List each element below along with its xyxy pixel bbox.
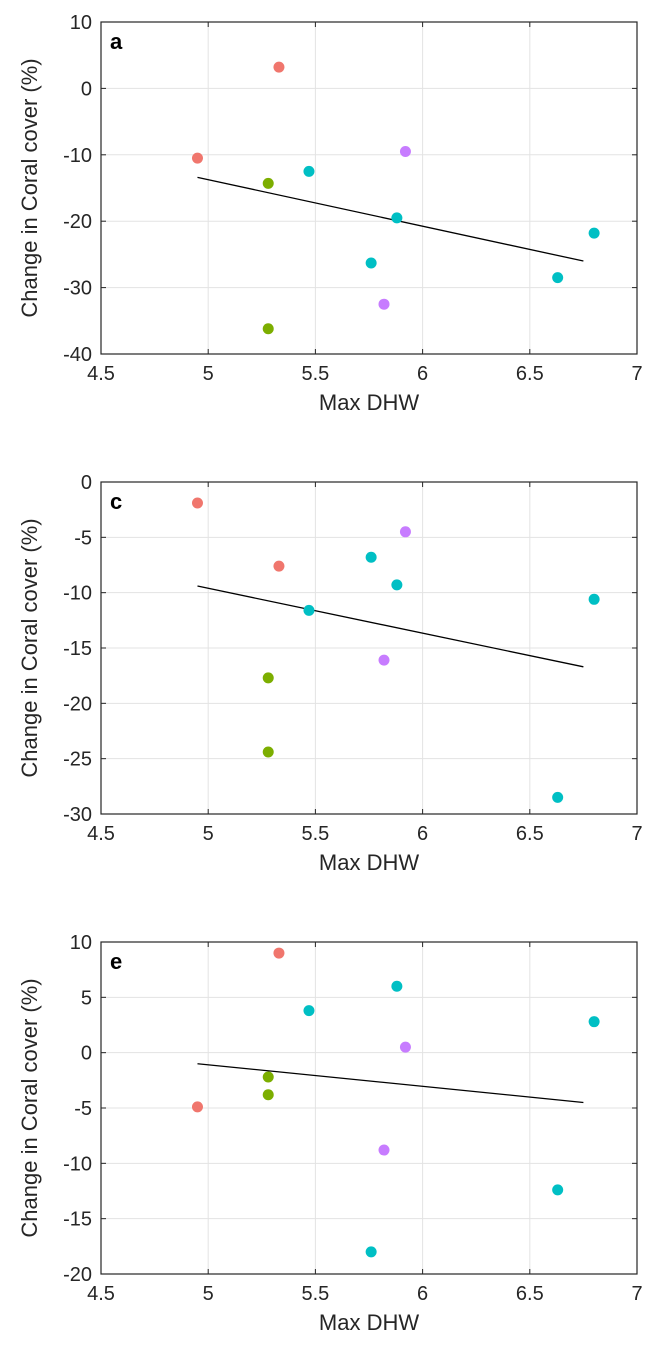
data-point-red — [191, 1101, 203, 1113]
plot-area-frame — [100, 481, 638, 815]
x-axis-label: Max DHW — [319, 390, 419, 415]
y-tick-label: -20 — [63, 211, 92, 233]
data-point-cyan — [303, 1005, 315, 1017]
data-point-cyan — [552, 1184, 564, 1196]
data-point-cyan — [588, 227, 600, 239]
y-tick-label: -40 — [63, 344, 92, 366]
x-tick-label: 7 — [631, 823, 642, 845]
x-tick-label: 6.5 — [516, 1283, 544, 1305]
data-point-purple — [399, 145, 411, 157]
y-tick-label: 0 — [81, 472, 92, 494]
data-point-red — [191, 497, 203, 509]
y-tick-label: -25 — [63, 749, 92, 771]
data-point-purple — [399, 526, 411, 538]
y-tick-label: -10 — [63, 145, 92, 167]
x-axis-label: Max DHW — [319, 1310, 419, 1335]
data-point-red — [273, 61, 285, 73]
data-point-purple — [378, 298, 390, 310]
data-point-cyan — [391, 980, 403, 992]
x-tick-label: 5.5 — [301, 1283, 329, 1305]
data-point-green — [262, 177, 274, 189]
plot-area-frame — [100, 21, 638, 355]
y-tick-label: 0 — [81, 1043, 92, 1065]
panel-letter: c — [110, 489, 122, 514]
x-tick-label: 5.5 — [301, 363, 329, 385]
chart-panel-a: 4.5 5 5.5 6 6.5 7 -40 -30 -20 -10 0 10 Max DHW Change… — [17, 12, 643, 415]
x-tick-label: 5 — [203, 1283, 214, 1305]
data-point-cyan — [303, 604, 315, 616]
y-tick-label: -10 — [63, 1153, 92, 1175]
y-axis-label: Change in Coral cover (%) — [17, 518, 42, 777]
x-tick-label: 6 — [417, 363, 428, 385]
data-point-red — [273, 947, 285, 959]
data-point-green — [262, 746, 274, 758]
data-point-cyan — [588, 593, 600, 605]
panel-letter: e — [110, 949, 122, 974]
data-point-cyan — [365, 257, 377, 269]
data-point-cyan — [552, 791, 564, 803]
data-point-red — [273, 560, 285, 572]
data-point-purple — [399, 1041, 411, 1053]
x-tick-label: 4.5 — [87, 823, 115, 845]
plot-area-frame — [100, 941, 638, 1275]
x-tick-label: 5 — [203, 823, 214, 845]
data-point-cyan — [552, 272, 564, 284]
data-point-purple — [378, 654, 390, 666]
data-point-green — [262, 1071, 274, 1083]
x-tick-label: 6 — [417, 823, 428, 845]
y-tick-label: 10 — [70, 12, 92, 34]
regression-line — [197, 176, 584, 262]
x-tick-label: 5.5 — [301, 823, 329, 845]
data-point-cyan — [365, 1246, 377, 1258]
x-tick-label: 6.5 — [516, 363, 544, 385]
y-tick-label: -30 — [63, 278, 92, 300]
panel-letter: a — [110, 29, 123, 54]
data-point-cyan — [365, 551, 377, 563]
x-tick-label: 6.5 — [516, 823, 544, 845]
x-tick-label: 7 — [631, 1283, 642, 1305]
regression-line — [197, 585, 584, 668]
data-point-cyan — [303, 165, 315, 177]
y-tick-label: -30 — [63, 804, 92, 826]
y-tick-label: -5 — [74, 1098, 92, 1120]
x-axis-label: Max DHW — [319, 850, 419, 875]
y-tick-label: -20 — [63, 693, 92, 715]
data-point-green — [262, 323, 274, 335]
x-tick-label: 4.5 — [87, 1283, 115, 1305]
y-axis-label: Change in Coral cover (%) — [17, 978, 42, 1237]
data-point-cyan — [588, 1016, 600, 1028]
x-tick-label: 5 — [203, 363, 214, 385]
chart-panel-e: 4.5 5 5.5 6 6.5 7 -20 -15 -10 -5 0 5 10 Max DHW Change… — [17, 932, 643, 1335]
data-point-cyan — [391, 212, 403, 224]
y-tick-label: -5 — [74, 527, 92, 549]
y-tick-label: 10 — [70, 932, 92, 954]
y-axis-label: Change in Coral cover (%) — [17, 58, 42, 317]
y-tick-label: -15 — [63, 638, 92, 660]
y-tick-label: 5 — [81, 987, 92, 1009]
data-point-cyan — [391, 579, 403, 591]
data-point-red — [191, 152, 203, 164]
data-point-green — [262, 672, 274, 684]
y-tick-label: -15 — [63, 1209, 92, 1231]
x-tick-label: 7 — [631, 363, 642, 385]
data-point-purple — [378, 1144, 390, 1156]
x-tick-label: 6 — [417, 1283, 428, 1305]
regression-line — [197, 1063, 584, 1104]
x-tick-label: 4.5 — [87, 363, 115, 385]
y-tick-label: 0 — [81, 78, 92, 100]
y-tick-label: -10 — [63, 583, 92, 605]
chart-panel-c: 4.5 5 5.5 6 6.5 7 -30 -25 -20 -15 -10 -5 0 Max DHW Cha… — [17, 472, 643, 875]
data-point-green — [262, 1089, 274, 1101]
y-tick-label: -20 — [63, 1264, 92, 1286]
